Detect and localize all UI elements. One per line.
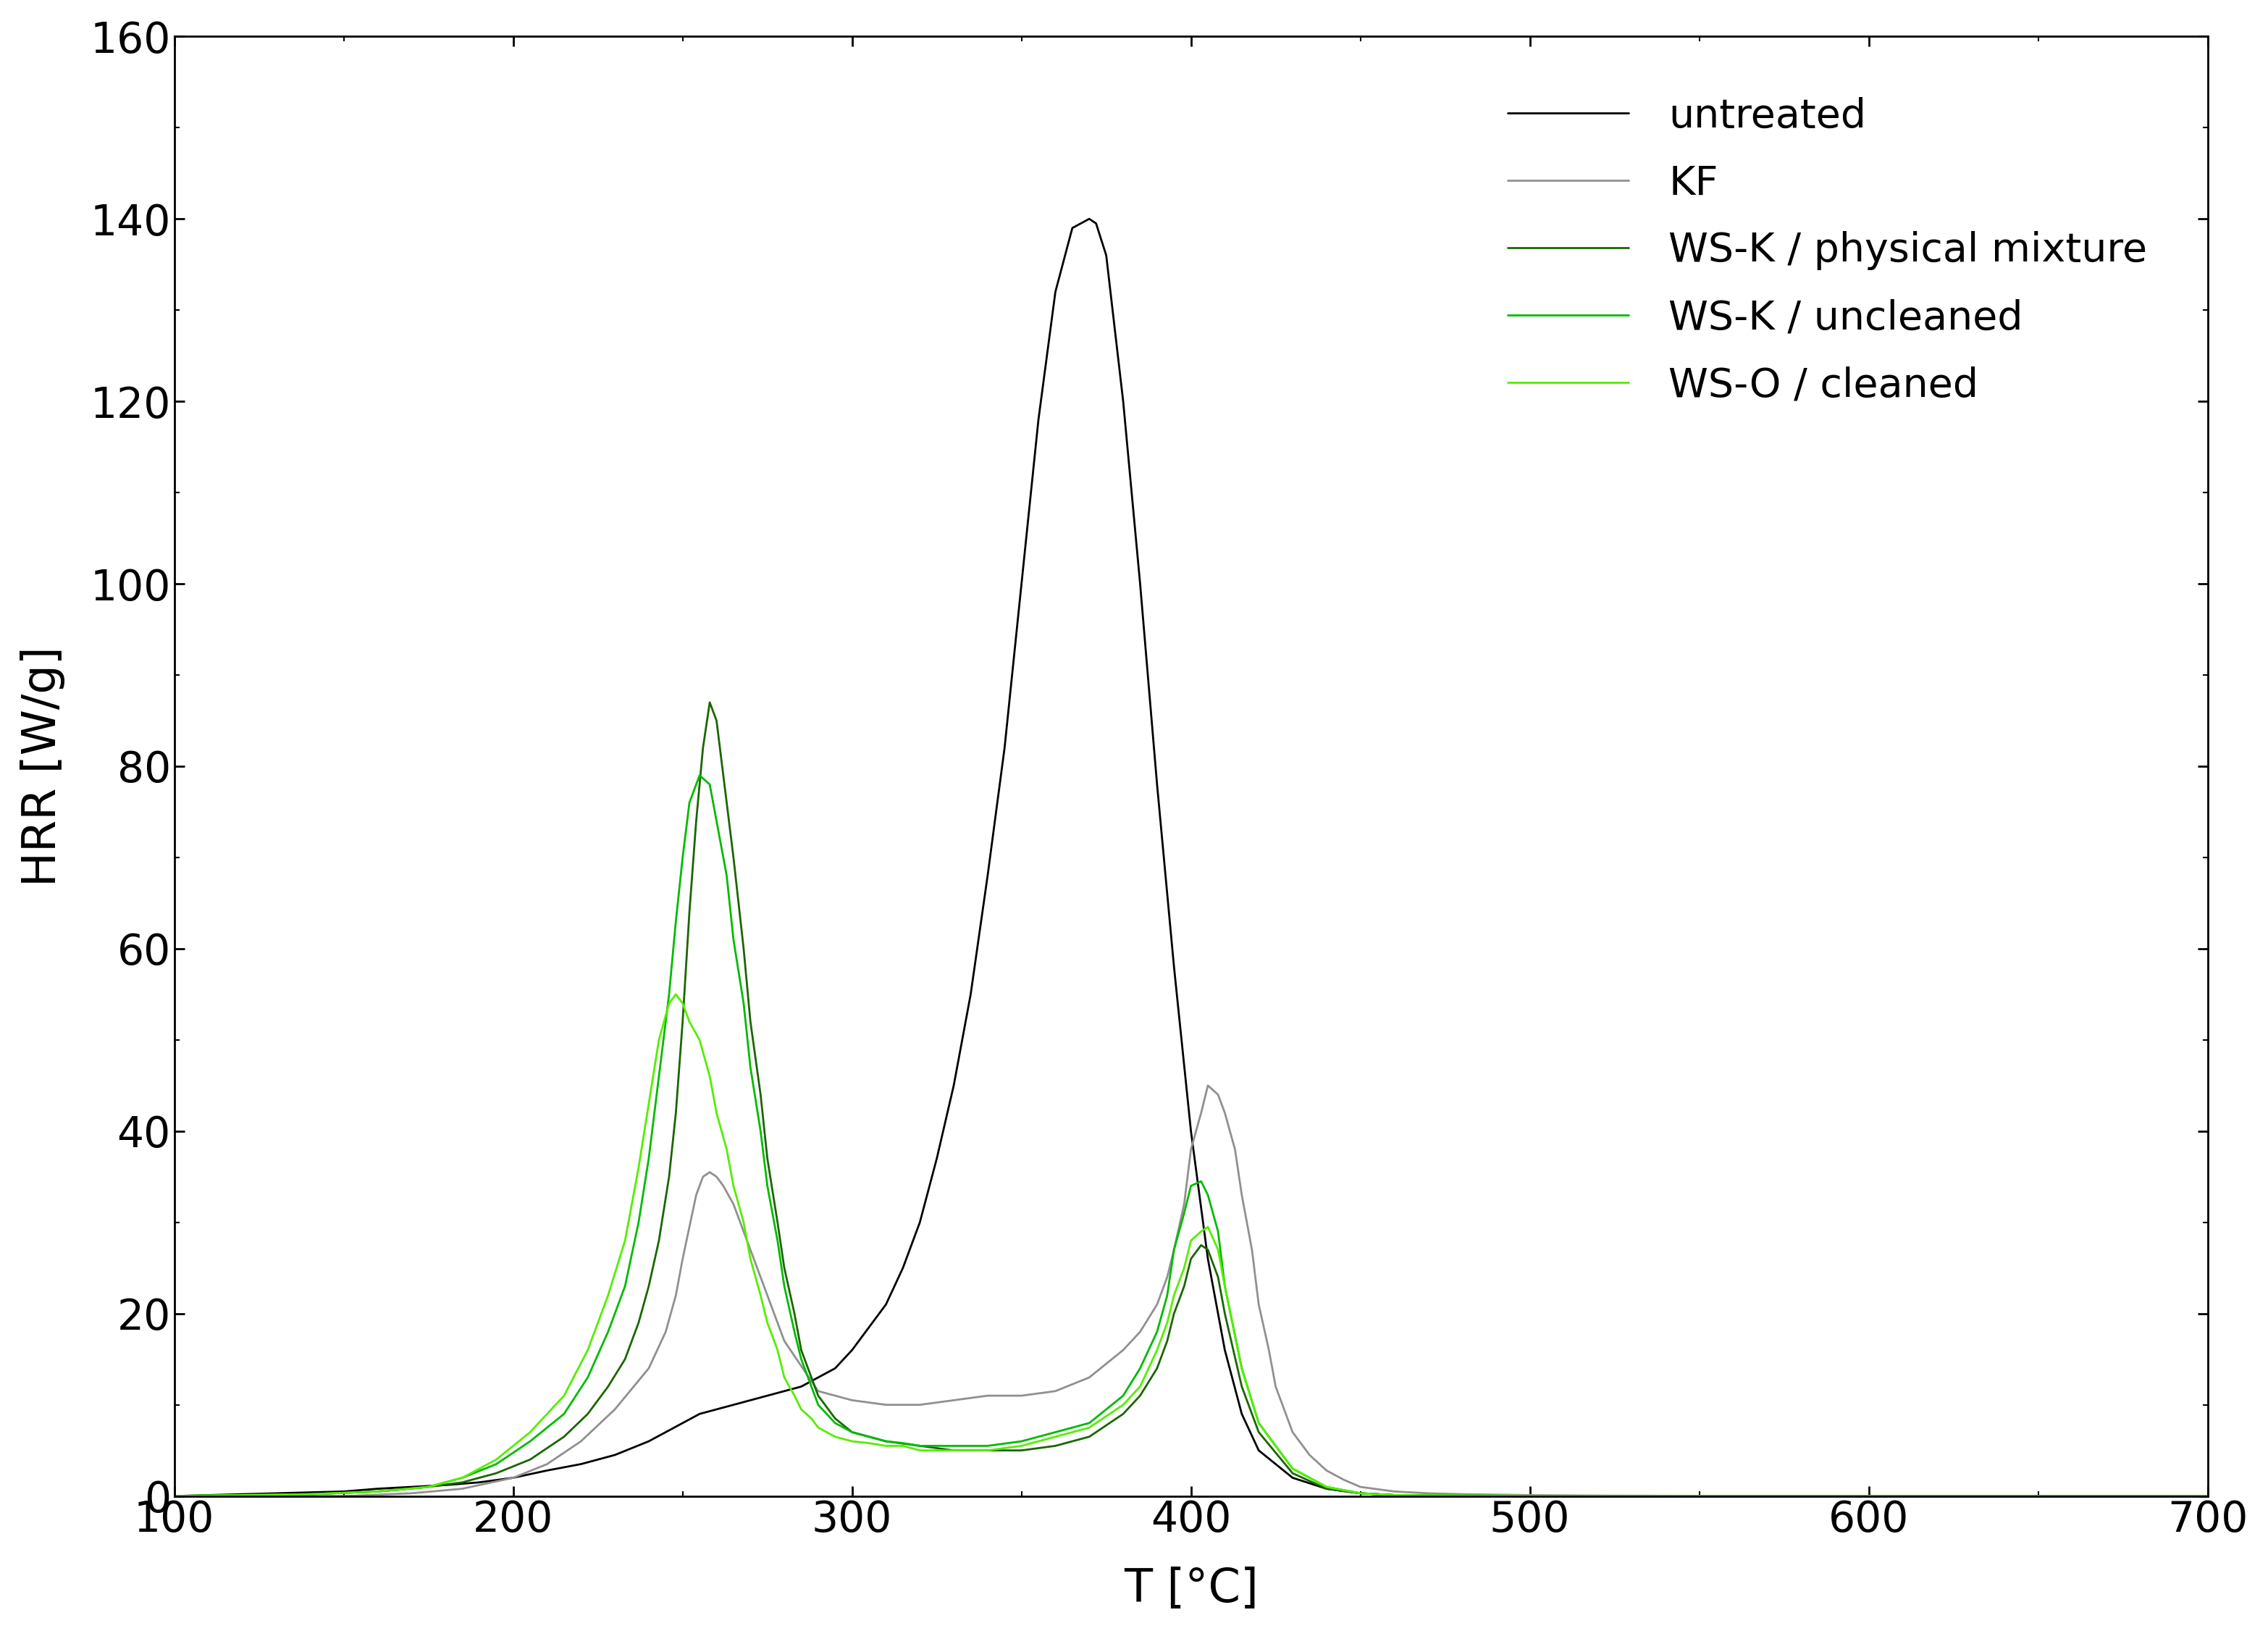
- untreated: [2193, 1486, 2220, 1505]
- X-axis label: T [°C]: T [°C]: [1123, 1566, 1259, 1611]
- untreated: [1075, 209, 1102, 228]
- untreated: [465, 1473, 492, 1492]
- WS-O / cleaned: [483, 1450, 510, 1470]
- KF: [2193, 1486, 2220, 1505]
- KF: [1204, 1085, 1232, 1104]
- WS-O / cleaned: [161, 1486, 188, 1505]
- untreated: [161, 1486, 188, 1505]
- untreated: [567, 1455, 594, 1474]
- Line: WS-O / cleaned: WS-O / cleaned: [175, 995, 2207, 1496]
- WS-K / uncleaned: [780, 1323, 807, 1342]
- KF: [1075, 1368, 1102, 1388]
- WS-O / cleaned: [662, 985, 689, 1005]
- Line: WS-K / physical mixture: WS-K / physical mixture: [175, 703, 2207, 1496]
- Line: untreated: untreated: [175, 219, 2207, 1496]
- WS-K / physical mixture: [161, 1486, 188, 1505]
- WS-K / uncleaned: [1195, 1186, 1222, 1205]
- WS-K / uncleaned: [685, 765, 712, 785]
- KF: [1195, 1076, 1222, 1096]
- untreated: [703, 1399, 730, 1419]
- Legend: untreated, KF, WS-K / physical mixture, WS-K / uncleaned, WS-O / cleaned: untreated, KF, WS-K / physical mixture, …: [1488, 77, 2168, 426]
- WS-K / physical mixture: [1449, 1486, 1476, 1505]
- WS-K / uncleaned: [161, 1486, 188, 1505]
- WS-K / uncleaned: [1449, 1486, 1476, 1505]
- WS-K / physical mixture: [703, 711, 730, 731]
- WS-K / uncleaned: [483, 1455, 510, 1474]
- untreated: [957, 985, 984, 1005]
- WS-O / cleaned: [712, 1140, 739, 1160]
- Line: WS-K / uncleaned: WS-K / uncleaned: [175, 775, 2207, 1496]
- WS-K / uncleaned: [712, 866, 739, 886]
- KF: [161, 1486, 188, 1505]
- untreated: [1161, 957, 1188, 977]
- Y-axis label: HRR [W/g]: HRR [W/g]: [20, 646, 66, 886]
- WS-O / cleaned: [2193, 1486, 2220, 1505]
- WS-K / physical mixture: [771, 1258, 798, 1277]
- KF: [907, 1395, 934, 1414]
- WS-O / cleaned: [1449, 1486, 1476, 1505]
- KF: [1211, 1103, 1238, 1122]
- WS-K / uncleaned: [2193, 1486, 2220, 1505]
- untreated: [331, 1481, 358, 1501]
- WS-K / physical mixture: [696, 693, 723, 713]
- KF: [1154, 1267, 1182, 1287]
- WS-O / cleaned: [676, 1011, 703, 1031]
- WS-O / cleaned: [780, 1386, 807, 1406]
- WS-O / cleaned: [1195, 1217, 1222, 1236]
- WS-K / physical mixture: [483, 1463, 510, 1483]
- WS-K / physical mixture: [2193, 1486, 2220, 1505]
- WS-K / physical mixture: [669, 1011, 696, 1031]
- WS-K / uncleaned: [669, 848, 696, 868]
- WS-K / physical mixture: [1195, 1240, 1222, 1259]
- KF: [635, 1359, 662, 1378]
- Line: KF: KF: [175, 1086, 2207, 1496]
